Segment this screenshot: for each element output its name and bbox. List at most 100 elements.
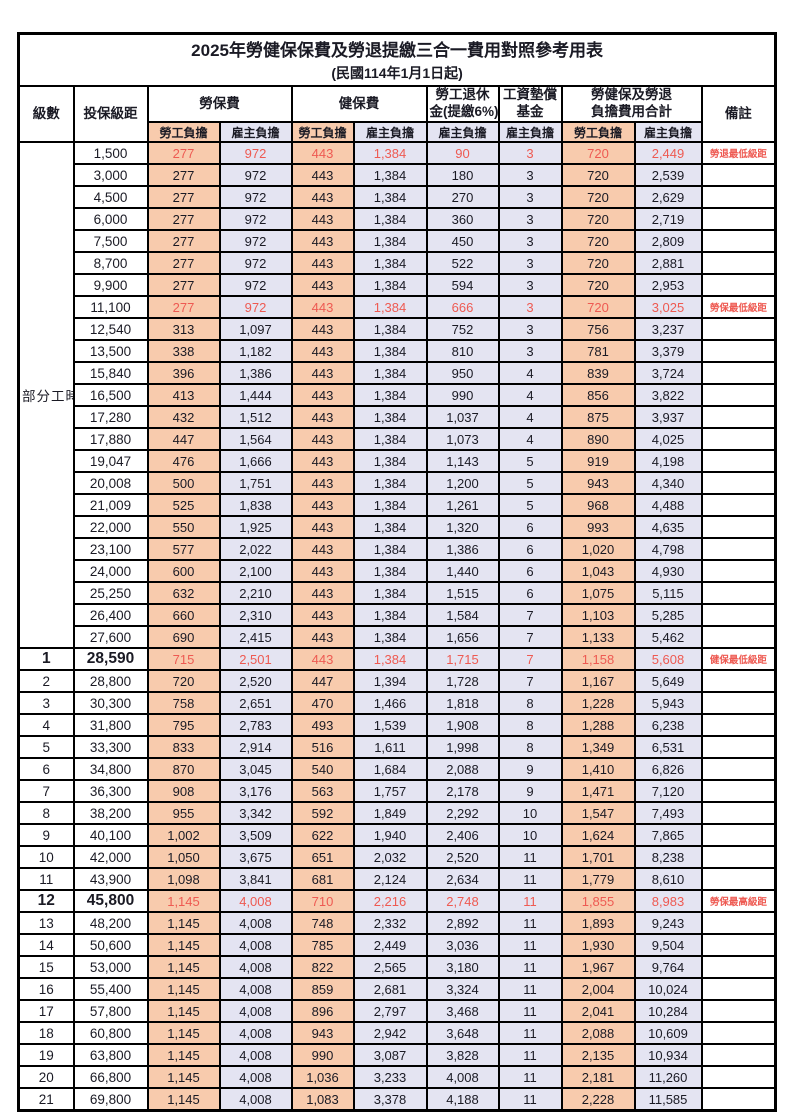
fee-cell: 6 xyxy=(497,515,563,539)
fee-cell: 1,384 xyxy=(352,647,428,671)
remark-cell xyxy=(700,317,777,341)
title-row: 2025年勞健保保費及勞退提繳三合一費用對照參考用表 (民國114年1月1日起) xyxy=(17,32,777,87)
fee-cell: 5 xyxy=(497,449,563,473)
fee-cell: 2,210 xyxy=(218,581,293,605)
fee-cell: 1,728 xyxy=(425,669,500,693)
fee-cell: 4,008 xyxy=(218,933,293,957)
fee-cell: 2,178 xyxy=(425,779,500,803)
fee-cell: 1,320 xyxy=(425,515,500,539)
fee-cell: 1,384 xyxy=(352,603,428,627)
bracket-cell: 1,500 xyxy=(72,141,149,165)
fee-cell: 10,024 xyxy=(633,977,703,1001)
fee-cell: 720 xyxy=(560,295,636,319)
fee-cell: 600 xyxy=(146,559,221,583)
remark-cell: 勞保最高級距 xyxy=(700,889,777,913)
fee-cell: 1,751 xyxy=(218,471,293,495)
fee-cell: 1,145 xyxy=(146,889,221,913)
fee-cell: 11 xyxy=(497,845,563,869)
fee-cell: 1,145 xyxy=(146,1087,221,1112)
bracket-cell: 43,900 xyxy=(72,867,149,891)
table-row: 22,000 550 1,925 443 1,384 1,320 6 993 4,635 xyxy=(19,515,777,539)
bracket-cell: 57,800 xyxy=(72,999,149,1023)
bracket-cell: 17,280 xyxy=(72,405,149,429)
fee-cell: 2,809 xyxy=(633,229,703,253)
bracket-cell: 60,800 xyxy=(72,1021,149,1045)
fee-cell: 3 xyxy=(497,317,563,341)
fee-cell: 525 xyxy=(146,493,221,517)
table-row: 3,000 277 972 443 1,384 180 3 720 2,539 xyxy=(19,163,777,187)
table-row: 8,700 277 972 443 1,384 522 3 720 2,881 xyxy=(19,251,777,275)
fee-cell: 1,384 xyxy=(352,515,428,539)
fee-cell: 720 xyxy=(560,185,636,209)
fee-cell: 10 xyxy=(497,823,563,847)
fee-cell: 720 xyxy=(560,251,636,275)
fee-cell: 758 xyxy=(146,691,221,715)
fee-cell: 9,243 xyxy=(633,911,703,935)
fee-cell: 859 xyxy=(290,977,355,1001)
fee-cell: 3 xyxy=(497,229,563,253)
level-cell: 15 xyxy=(17,955,75,979)
remark-cell xyxy=(700,537,777,561)
fee-cell: 11 xyxy=(497,889,563,913)
fee-cell: 443 xyxy=(290,207,355,231)
fee-cell: 2,501 xyxy=(218,647,293,671)
fee-cell: 1,515 xyxy=(425,581,500,605)
remark-cell xyxy=(700,251,777,275)
fee-cell: 1,288 xyxy=(560,713,636,737)
table-row: 24,000 600 2,100 443 1,384 1,440 6 1,043 4,930 xyxy=(19,559,777,583)
fee-cell: 7 xyxy=(497,625,563,649)
fee-cell: 1,145 xyxy=(146,1043,221,1067)
fee-cell: 651 xyxy=(290,845,355,869)
fee-cell: 1,611 xyxy=(352,735,428,759)
fee-cell: 1,384 xyxy=(352,537,428,561)
fee-cell: 4,008 xyxy=(218,977,293,1001)
remark-cell xyxy=(700,361,777,385)
remark-cell xyxy=(700,207,777,231)
fee-cell: 1,083 xyxy=(290,1087,355,1112)
remark-cell xyxy=(700,669,777,693)
fee-cell: 3,324 xyxy=(425,977,500,1001)
fee-cell: 540 xyxy=(290,757,355,781)
bracket-cell: 23,100 xyxy=(72,537,149,561)
fee-cell: 1,701 xyxy=(560,845,636,869)
remark-cell xyxy=(700,845,777,869)
table-row: 21 69,800 1,145 4,008 1,083 3,378 4,188 11 2,228… xyxy=(17,1087,777,1112)
fee-cell: 972 xyxy=(218,295,293,319)
fee-cell: 2,088 xyxy=(560,1021,636,1045)
remark-cell xyxy=(700,163,777,187)
level-cell: 10 xyxy=(17,845,75,869)
fee-cell: 1,043 xyxy=(560,559,636,583)
level-cell: 17 xyxy=(17,999,75,1023)
fee-cell: 5 xyxy=(497,471,563,495)
fee-cell: 443 xyxy=(290,537,355,561)
fee-cell: 2,041 xyxy=(560,999,636,1023)
fee-cell: 2,135 xyxy=(560,1043,636,1067)
fee-cell: 11 xyxy=(497,1087,563,1112)
fee-cell: 10,609 xyxy=(633,1021,703,1045)
fee-cell: 756 xyxy=(560,317,636,341)
table-row: 27,600 690 2,415 443 1,384 1,656 7 1,133 5,462 xyxy=(19,625,777,649)
fee-cell: 1,145 xyxy=(146,1065,221,1089)
fee-cell: 6 xyxy=(497,581,563,605)
fee-cell: 972 xyxy=(218,251,293,275)
fee-cell: 2,100 xyxy=(218,559,293,583)
subheader-labor-employee: 勞工負擔 xyxy=(146,121,221,143)
fee-cell: 3,180 xyxy=(425,955,500,979)
fee-cell: 3 xyxy=(497,207,563,231)
fee-cell: 443 xyxy=(290,185,355,209)
fee-cell: 6 xyxy=(497,537,563,561)
fee-cell: 660 xyxy=(146,603,221,627)
fee-cell: 2,032 xyxy=(352,845,428,869)
fee-cell: 2,520 xyxy=(218,669,293,693)
fee-cell: 3,379 xyxy=(633,339,703,363)
table-row: 11,100 277 972 443 1,384 666 3 720 3,025 勞保最低級距 xyxy=(19,295,777,319)
fee-cell: 5,115 xyxy=(633,581,703,605)
fee-cell: 7,493 xyxy=(633,801,703,825)
fee-cell: 1,384 xyxy=(352,295,428,319)
fee-cell: 795 xyxy=(146,713,221,737)
fee-cell: 1,384 xyxy=(352,185,428,209)
fee-cell: 2,449 xyxy=(633,141,703,165)
fee-cell: 3 xyxy=(497,141,563,165)
bracket-cell: 7,500 xyxy=(72,229,149,253)
fee-cell: 3,822 xyxy=(633,383,703,407)
